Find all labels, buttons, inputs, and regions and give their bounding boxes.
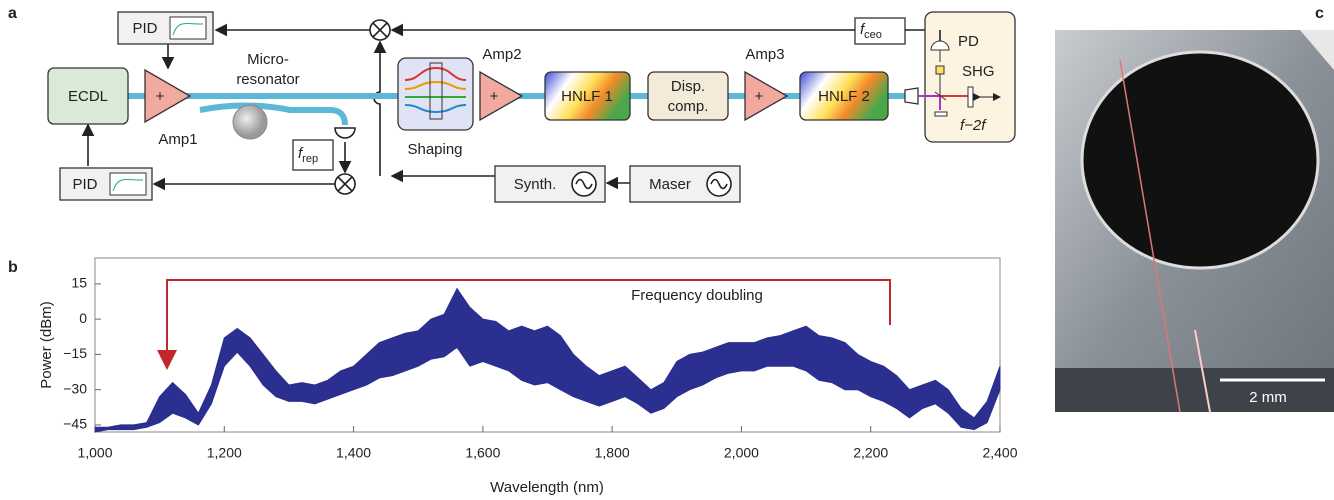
symbol: f	[860, 21, 866, 38]
node-label: HNLF 1	[561, 88, 613, 105]
chart: b Power (dBm) Wavelength (nm) Frequency …	[8, 257, 1018, 496]
node-label: PD	[958, 33, 979, 50]
scale-bar-label: 2 mm	[1249, 389, 1287, 406]
annotation-arrow	[157, 279, 891, 370]
panel-label: b	[8, 259, 18, 276]
node-label: resonator	[236, 71, 299, 88]
x-tick-label: 1,600	[465, 445, 500, 461]
node-label: fceo	[860, 21, 882, 41]
x-tick-label: 2,400	[982, 445, 1017, 461]
node-label: Amp3	[745, 46, 784, 63]
node-label: Shaping	[407, 141, 462, 158]
x-tick-label: 1,200	[207, 445, 242, 461]
x-tick-label: 1,800	[595, 445, 630, 461]
node-label: f−2f	[960, 117, 987, 134]
x-tick-label: 1,400	[336, 445, 371, 461]
node-label: frep	[298, 145, 318, 165]
spectrum-band	[94, 287, 1001, 433]
y-tick-label: 15	[71, 275, 87, 291]
y-tick-label: −15	[63, 345, 87, 361]
y-tick-label: 0	[79, 310, 87, 326]
plot-frame	[94, 257, 1001, 433]
y-axis-label: Power (dBm)	[38, 301, 55, 389]
photo: c 2 mm	[1055, 5, 1334, 413]
node-label: Synth.	[514, 176, 557, 193]
x-axis-label: Wavelength (nm)	[490, 479, 604, 496]
node-label: Amp1	[158, 131, 197, 148]
panel-label: a	[8, 5, 17, 22]
node-label: Amp2	[482, 46, 521, 63]
x-tick-label: 2,200	[853, 445, 888, 461]
node-label: Maser	[649, 176, 691, 193]
node-label: SHG	[962, 63, 995, 80]
panel-label: c	[1315, 5, 1324, 22]
node-label: PID	[72, 176, 97, 193]
diagram: a PID PID Micro- resonator ECDL + Amp1 P…	[8, 5, 1016, 203]
node-label: HNLF 2	[818, 88, 870, 105]
node-label: PID	[132, 20, 157, 37]
node-label: ECDL	[68, 88, 108, 105]
annotation: Frequency doubling	[631, 287, 763, 304]
symbol: f	[298, 145, 304, 162]
subscript: ceo	[864, 29, 882, 41]
node-label: Disp.	[671, 78, 705, 95]
x-tick-label: 2,000	[724, 445, 759, 461]
svg-text:+: +	[156, 88, 165, 105]
svg-text:+: +	[490, 88, 499, 105]
svg-text:+: +	[755, 88, 764, 105]
y-tick-label: −30	[63, 380, 87, 396]
y-tick-label: −45	[63, 416, 87, 432]
subscript: rep	[302, 153, 318, 165]
node-label: comp.	[668, 98, 709, 115]
node-label: Micro-	[247, 51, 289, 68]
x-tick-label: 1,000	[77, 445, 112, 461]
